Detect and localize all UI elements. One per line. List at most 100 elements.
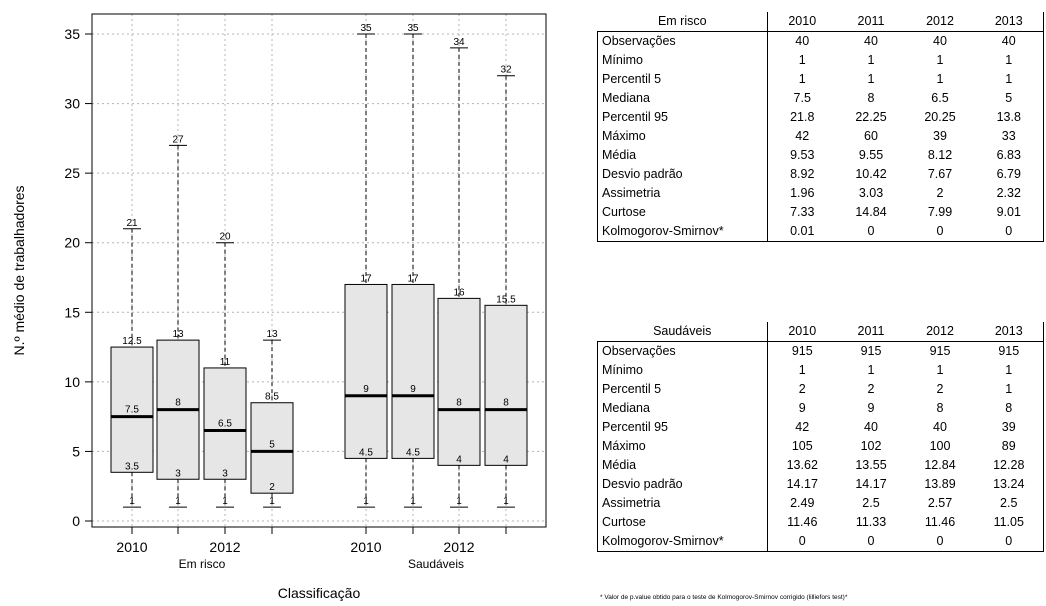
y-tick-label: 30 [64, 96, 80, 112]
cell-value: 2.5 [862, 496, 880, 510]
cell-value: 7.33 [790, 205, 815, 219]
table-row: Observações 915 915 915 915 [597, 341, 1044, 361]
cell-value: 0 [974, 222, 1044, 242]
column-header: 2012 [905, 322, 975, 342]
cell-value: 9 [867, 401, 875, 415]
cell-value: 42 [795, 129, 810, 143]
cell-value: 1 [974, 51, 1044, 70]
q3-label: 11 [220, 357, 231, 368]
cell-value: 42 [795, 420, 810, 434]
q1-label: 4 [456, 454, 462, 465]
cell-value: 2 [936, 186, 944, 200]
cell-value: 40 [795, 34, 810, 48]
cell-value: 915 [860, 344, 882, 358]
table-row: Média 13.62 13.55 12.84 12.28 [597, 456, 1044, 475]
cell-value: 8 [974, 399, 1044, 418]
box-2012: 20 11 6.5 3 1 [203, 232, 247, 508]
cell-value: 0 [836, 222, 906, 242]
cell-value: 0 [905, 532, 975, 552]
cell-value: 13.8 [974, 108, 1044, 127]
cell-value: 40 [864, 420, 878, 434]
group-label: Em risco [179, 557, 226, 571]
table-row: Assimetria 2.49 2.5 2.57 2.5 [597, 494, 1044, 513]
cell-value: 0 [836, 532, 906, 552]
stats-table-em-risco: Em risco 2010 2011 2012 2013 Observações 40 40 4… [597, 12, 1044, 242]
x-tick-label: 2010 [350, 539, 381, 555]
cell-value: 915 [974, 341, 1044, 361]
cell-value: 9.55 [858, 148, 884, 162]
box-2010: 21 12.5 7.5 3.5 1 [110, 218, 154, 508]
row-label: Mediana [597, 89, 768, 108]
cell-value: 40 [864, 34, 878, 48]
cell-value: 6.83 [974, 146, 1044, 165]
cell-value: 40 [974, 31, 1044, 51]
row-label: Mínimo [597, 361, 768, 380]
cell-value: 20.25 [924, 110, 956, 124]
cell-value: 40 [933, 34, 947, 48]
cell-value: 11.33 [855, 515, 887, 529]
min-label: 1 [269, 496, 275, 507]
y-tick-label: 25 [64, 165, 80, 181]
cell-value: 1 [798, 363, 806, 377]
box-rect [391, 283, 435, 459]
cell-value: 0.01 [767, 222, 837, 242]
cell-value: 8.12 [927, 148, 953, 162]
row-label: Desvio padrão [597, 475, 768, 494]
cell-value: 14.17 [786, 477, 818, 491]
column-header: 2012 [905, 12, 975, 32]
box-rect [344, 283, 388, 459]
cell-value: 2.49 [790, 496, 815, 510]
whisker-top-label: 13 [266, 329, 278, 340]
column-header: 2011 [836, 12, 906, 32]
q3-label: 13 [172, 329, 184, 340]
cell-value: 100 [929, 439, 951, 453]
cell-value: 13.24 [974, 475, 1044, 494]
whisker-top-label: 34 [453, 37, 465, 48]
table-header-row: Saudáveis 2010 2011 2012 2013 [597, 322, 1044, 342]
box-2013: 13 8.5 5 2 1 [250, 329, 294, 508]
cell-value: 13.89 [924, 477, 956, 491]
row-label: Kolmogorov-Smirnov* [597, 222, 768, 242]
row-label: Percentil 5 [597, 380, 768, 399]
median-label: 5 [269, 439, 275, 450]
row-label: Desvio padrão [597, 165, 768, 184]
column-header: 2013 [974, 12, 1044, 32]
whisker-top-label: 21 [126, 218, 138, 229]
cell-value: 2 [936, 382, 944, 396]
row-label: Percentil 95 [597, 108, 768, 127]
cell-value: 11.46 [787, 515, 818, 529]
cell-value: 6.79 [974, 165, 1044, 184]
table-title: Saudáveis [597, 322, 768, 342]
cell-value: 9.01 [974, 203, 1044, 222]
q3-label: 17 [407, 273, 419, 284]
q3-label: 15.5 [496, 294, 516, 305]
median-label: 8 [175, 398, 181, 409]
cell-value: 1 [798, 72, 806, 86]
cell-value: 915 [929, 344, 951, 358]
median-label: 8 [503, 398, 509, 409]
cell-value: 2 [867, 382, 875, 396]
row-label: Percentil 5 [597, 70, 768, 89]
cell-value: 3.03 [858, 186, 884, 200]
y-tick-label: 20 [64, 235, 80, 251]
cell-value: 14.84 [855, 205, 887, 219]
box-rect [203, 367, 247, 480]
q1-label: 4.5 [406, 447, 420, 458]
cell-value: 1 [974, 361, 1044, 380]
row-label: Curtose [597, 513, 768, 532]
box-2010: 35 17 9 4.5 1 [344, 23, 388, 508]
cell-value: 14.17 [855, 477, 887, 491]
cell-value: 33 [974, 127, 1044, 146]
column-header: 2011 [836, 322, 906, 342]
table-row: Kolmogorov-Smirnov* 0 0 0 0 [597, 532, 1044, 552]
x-axis-label: Classificação [278, 585, 361, 601]
cell-value: 7.5 [793, 91, 811, 105]
y-tick-label: 35 [64, 26, 80, 42]
cell-value: 1 [974, 380, 1044, 399]
median-label: 8 [456, 398, 462, 409]
table-row: Desvio padrão 8.92 10.42 7.67 6.79 [597, 165, 1044, 184]
boxplot-chart: 2112.57.53.51271383120116.531138.5521351… [11, 13, 547, 601]
x-tick-label: 2012 [209, 539, 240, 555]
min-label: 1 [410, 496, 416, 507]
